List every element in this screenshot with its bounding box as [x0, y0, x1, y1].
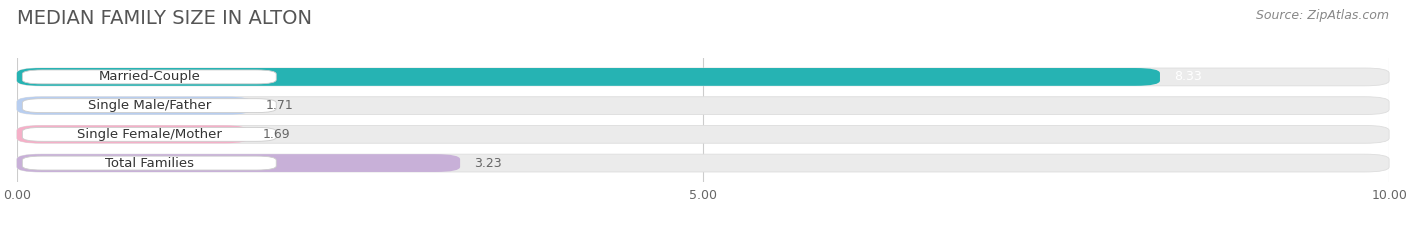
Text: 1.71: 1.71	[266, 99, 292, 112]
FancyBboxPatch shape	[17, 97, 252, 115]
Text: 3.23: 3.23	[474, 157, 502, 170]
Text: MEDIAN FAMILY SIZE IN ALTON: MEDIAN FAMILY SIZE IN ALTON	[17, 9, 312, 28]
FancyBboxPatch shape	[17, 154, 460, 172]
Text: Married-Couple: Married-Couple	[98, 70, 200, 83]
FancyBboxPatch shape	[22, 127, 276, 141]
FancyBboxPatch shape	[22, 70, 276, 84]
Text: Single Female/Mother: Single Female/Mother	[77, 128, 222, 141]
FancyBboxPatch shape	[17, 154, 1389, 172]
FancyBboxPatch shape	[17, 68, 1389, 86]
FancyBboxPatch shape	[22, 99, 276, 113]
Text: Single Male/Father: Single Male/Father	[87, 99, 211, 112]
FancyBboxPatch shape	[17, 125, 249, 143]
FancyBboxPatch shape	[17, 97, 1389, 115]
Text: 1.69: 1.69	[263, 128, 290, 141]
Text: Source: ZipAtlas.com: Source: ZipAtlas.com	[1256, 9, 1389, 22]
Text: 8.33: 8.33	[1174, 70, 1202, 83]
FancyBboxPatch shape	[17, 68, 1160, 86]
Text: Total Families: Total Families	[105, 157, 194, 170]
FancyBboxPatch shape	[17, 125, 1389, 143]
FancyBboxPatch shape	[22, 156, 276, 170]
